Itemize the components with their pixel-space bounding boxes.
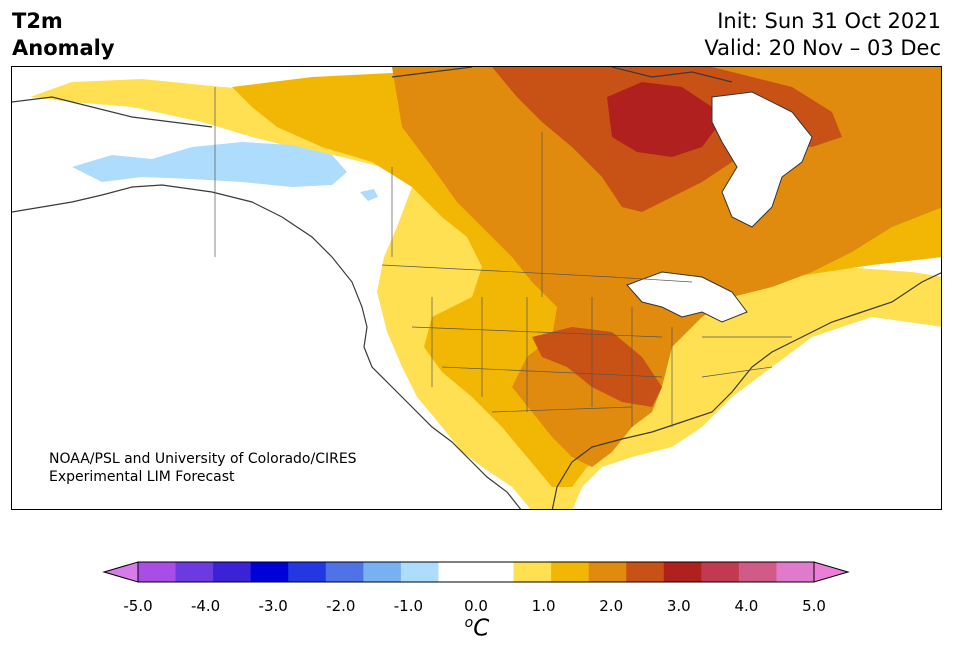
forecast-dates: Init: Sun 31 Oct 2021 Valid: 20 Nov – 03…	[704, 8, 941, 62]
anomaly-region-neg-1-0-small	[360, 189, 378, 201]
anomaly-region-2-0-south	[532, 327, 662, 407]
colorbar-tick-label: 3.0	[666, 597, 691, 615]
colorbar-boxes	[138, 562, 815, 582]
anomaly-map: NOAA/PSL and University of Colorado/CIRE…	[11, 66, 942, 510]
colorbar-box	[663, 562, 702, 582]
great-lakes	[626, 271, 748, 323]
colorbar-extend-min	[102, 561, 139, 583]
colorbar-box	[138, 562, 177, 582]
colorbar-box	[776, 562, 815, 582]
colorbar-tick-label: -4.0	[190, 597, 221, 615]
colorbar-extend-max	[813, 561, 850, 583]
colorbar-tick-label: -5.0	[123, 597, 153, 615]
colorbar-tick-label: 0.0	[464, 597, 488, 615]
colorbar-box	[363, 562, 402, 582]
colorbar-box	[588, 562, 627, 582]
valid-range: Valid: 20 Nov – 03 Dec	[704, 36, 941, 60]
colorbar-unit: oC	[464, 615, 490, 642]
title-line-1: T2m	[12, 9, 63, 33]
colorbar-box	[551, 562, 590, 582]
coastlines	[12, 67, 941, 509]
map-title: T2m Anomaly	[12, 8, 115, 62]
colorbar-box	[288, 562, 327, 582]
colorbar-tick-label: 1.0	[531, 597, 556, 615]
anomaly-region-neg-1-0	[72, 142, 347, 187]
colorbar-tick-label: -3.0	[258, 597, 288, 615]
anomaly-region-2-5	[607, 82, 717, 157]
anomaly-region-1-5	[392, 67, 941, 467]
colorbar-tick-label: -1.0	[393, 597, 424, 615]
credit-line-2: Experimental LIM Forecast	[49, 469, 235, 485]
colorbar-box	[626, 562, 665, 582]
colorbar-box	[438, 562, 477, 582]
colorbar	[102, 561, 850, 583]
colorbar-box	[325, 562, 364, 582]
hudson-bay	[711, 91, 813, 228]
colorbar-box	[476, 562, 515, 582]
map-canvas: NOAA/PSL and University of Colorado/CIRE…	[12, 67, 941, 509]
init-date: Init: Sun 31 Oct 2021	[717, 9, 941, 33]
colorbar-box	[738, 562, 777, 582]
colorbar-box	[175, 562, 214, 582]
credit-line-1: NOAA/PSL and University of Colorado/CIRE…	[49, 451, 357, 467]
west-neutral	[12, 207, 531, 509]
colorbar-tick-label: 2.0	[599, 597, 624, 615]
colorbar-box	[400, 562, 439, 582]
colorbar-box	[250, 562, 289, 582]
colorbar-tick-label: -2.0	[326, 597, 356, 615]
colorbar-box	[513, 562, 552, 582]
colorbar-tick-label: 4.0	[734, 597, 759, 615]
title-line-2: Anomaly	[12, 36, 115, 60]
colorbar-box	[213, 562, 252, 582]
colorbar-box	[701, 562, 740, 582]
state-borders	[214, 87, 792, 427]
colorbar-outline	[137, 561, 815, 583]
colorbar-tick-label: 5.0	[802, 597, 826, 615]
